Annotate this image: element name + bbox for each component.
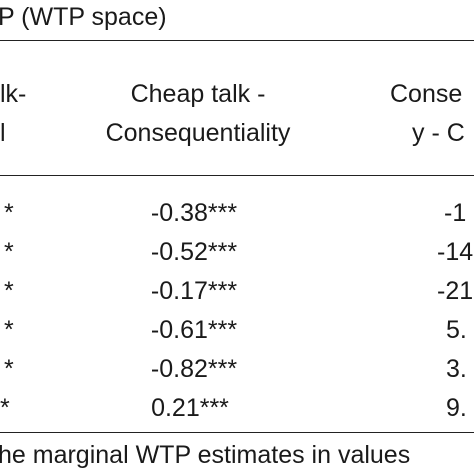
table-footnote: he marginal WTP estimates in values: [0, 441, 411, 469]
table-caption: P (WTP space): [0, 3, 167, 31]
row-4-left-cell: *: [4, 316, 14, 344]
row-6-right-cell: 9.: [446, 394, 467, 422]
row-2-right-cell: -14: [437, 238, 474, 266]
header-right-line1: Conse: [390, 80, 463, 108]
row-5-mid-cell: -0.82***: [150, 355, 238, 383]
row-1-left-cell: *: [4, 199, 14, 227]
table-top-rule: [0, 40, 474, 41]
header-mid-line1: Cheap talk -: [130, 80, 266, 108]
header-bottom-rule: [0, 175, 474, 176]
row-1-right-cell: -1: [444, 199, 467, 227]
row-2-left-cell: *: [4, 238, 14, 266]
table-bottom-rule: [0, 432, 474, 433]
row-4-mid-cell: -0.61***: [150, 316, 238, 344]
header-left-line2: l: [0, 119, 6, 147]
row-6-mid-cell: 0.21***: [151, 394, 229, 422]
header-right-line2: y - C: [412, 119, 465, 147]
header-mid-line2: Consequentiality: [105, 119, 291, 147]
row-5-left-cell: *: [4, 355, 14, 383]
row-4-right-cell: 5.: [446, 316, 467, 344]
row-6-left-cell: *: [0, 394, 10, 422]
row-3-mid-cell: -0.17***: [150, 277, 238, 305]
header-left-line1: lk-: [0, 80, 27, 108]
row-3-right-cell: -21: [437, 277, 474, 305]
row-1-mid-cell: -0.38***: [150, 199, 238, 227]
row-3-left-cell: *: [4, 277, 14, 305]
row-2-mid-cell: -0.52***: [150, 238, 238, 266]
row-5-right-cell: 3.: [446, 355, 467, 383]
